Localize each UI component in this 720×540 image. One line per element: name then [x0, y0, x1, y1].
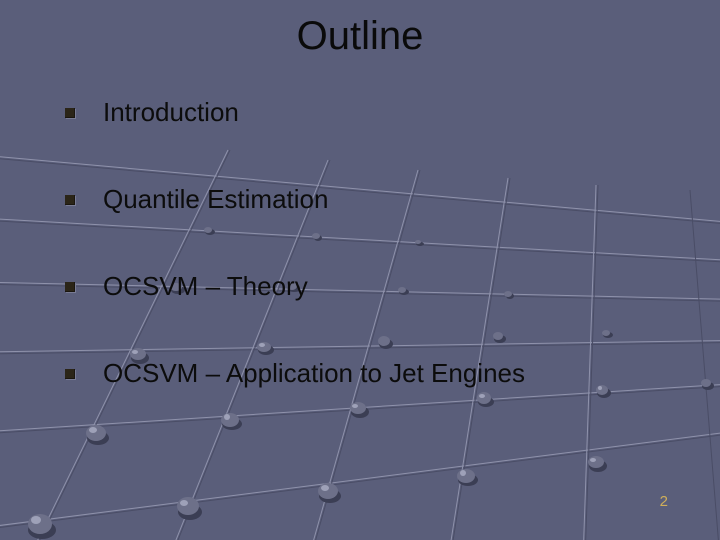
- page-number: 2: [660, 493, 668, 510]
- list-item: Introduction: [65, 97, 680, 128]
- bullet-icon: [65, 195, 75, 205]
- bullet-icon: [65, 282, 75, 292]
- list-item: OCSVM – Application to Jet Engines: [65, 358, 680, 389]
- list-item: OCSVM – Theory: [65, 271, 680, 302]
- slide: Outline Introduction Quantile Estimation…: [0, 0, 720, 540]
- list-item-label: OCSVM – Application to Jet Engines: [103, 358, 525, 389]
- list-item-label: OCSVM – Theory: [103, 271, 308, 302]
- bullet-icon: [65, 369, 75, 379]
- list-item-label: Introduction: [103, 97, 239, 128]
- bullet-icon: [65, 108, 75, 118]
- list-item-label: Quantile Estimation: [103, 184, 328, 215]
- list-item: Quantile Estimation: [65, 184, 680, 215]
- slide-content: Outline Introduction Quantile Estimation…: [0, 0, 720, 540]
- slide-title: Outline: [40, 14, 680, 59]
- bullet-list: Introduction Quantile Estimation OCSVM –…: [65, 97, 680, 389]
